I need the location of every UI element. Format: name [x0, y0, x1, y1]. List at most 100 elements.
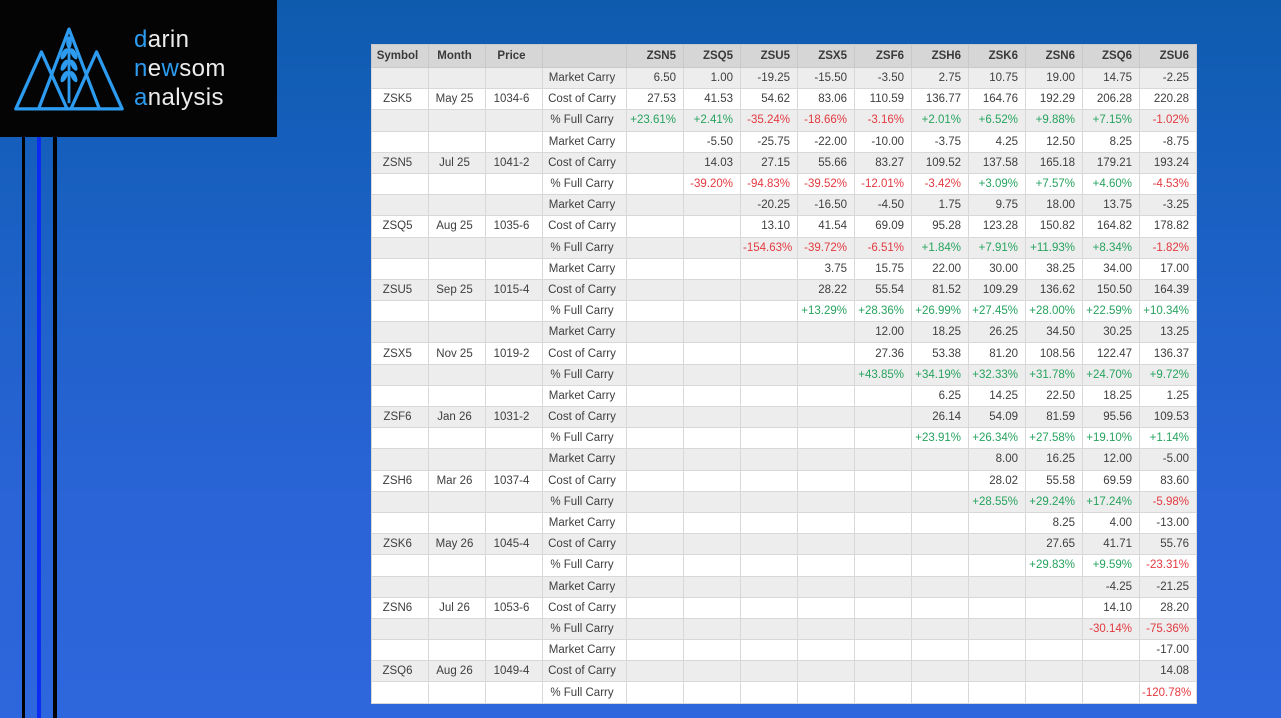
mountains-wheat-logo-icon: [14, 26, 124, 111]
symbol-cell: [371, 66, 429, 90]
value-cell: +28.55%: [968, 490, 1026, 513]
price-cell: [485, 66, 543, 90]
value-cell: 123.28: [968, 215, 1026, 238]
symbol-cell: [371, 490, 429, 513]
value-cell: [683, 278, 741, 302]
table-row: Market Carry 8.00 16.25 12.00 -5.00: [371, 448, 1197, 471]
row-label: Cost of Carry: [542, 215, 627, 238]
value-cell: 136.77: [911, 88, 969, 111]
value-cell: +6.52%: [968, 109, 1026, 132]
value-cell: [626, 194, 684, 217]
value-cell: -3.42%: [911, 172, 969, 196]
value-cell: -39.52%: [797, 172, 855, 196]
value-cell: 17.00: [1139, 257, 1197, 280]
table-row: ZSK6 May 26 1045-4 Cost of Carry 27.65 41.71 5…: [371, 533, 1197, 556]
price-cell: 1045-4: [485, 533, 543, 556]
price-cell: 1015-4: [485, 278, 543, 302]
value-cell: [1082, 660, 1140, 683]
contract-column-header: ZSU5: [740, 44, 798, 68]
value-cell: [626, 639, 684, 662]
row-label: % Full Carry: [542, 300, 627, 323]
value-cell: -1.02%: [1139, 109, 1197, 132]
value-cell: [797, 427, 855, 450]
brand-wordmark: darin newsom analysis: [134, 25, 226, 112]
value-cell: 28.22: [797, 278, 855, 302]
month-cell: [428, 257, 486, 280]
value-cell: 53.38: [911, 342, 969, 365]
month-cell: [428, 300, 486, 323]
value-cell: 122.47: [1082, 342, 1140, 365]
value-cell: -8.75: [1139, 130, 1197, 153]
value-cell: [854, 533, 912, 556]
futures-carry-table: Symbol Month Price ZSN5 ZSQ5 ZSU5 ZSX5 ZSF6 ZSH6…: [371, 44, 1197, 704]
price-cell: [485, 194, 543, 217]
value-cell: -75.36%: [1139, 617, 1197, 641]
month-cell: [428, 427, 486, 450]
value-cell: 164.76: [968, 88, 1026, 111]
value-cell: +29.24%: [1025, 490, 1083, 513]
value-cell: 69.09: [854, 215, 912, 238]
value-cell: [797, 469, 855, 492]
price-cell: [485, 130, 543, 153]
table-row: Market Carry 12.00 18.25 26.25 34.50 30.25 13.…: [371, 321, 1197, 344]
value-cell: 18.25: [1082, 384, 1140, 408]
value-cell: +2.01%: [911, 109, 969, 132]
value-cell: [626, 554, 684, 577]
symbol-cell: [371, 257, 429, 280]
symbol-cell: ZSN5: [371, 151, 429, 174]
value-cell: +29.83%: [1025, 554, 1083, 577]
value-cell: 150.82: [1025, 215, 1083, 238]
value-cell: -16.50: [797, 194, 855, 217]
table-row: % Full Carry -30.14% -75.36%: [371, 617, 1197, 641]
value-cell: -10.00: [854, 130, 912, 153]
price-cell: [485, 300, 543, 323]
value-cell: -2.25: [1139, 66, 1197, 90]
value-cell: 137.58: [968, 151, 1026, 174]
value-cell: [626, 130, 684, 153]
symbol-cell: ZSF6: [371, 405, 429, 429]
value-cell: 18.25: [911, 321, 969, 344]
price-cell: [485, 109, 543, 132]
value-cell: 13.10: [740, 215, 798, 238]
value-cell: [797, 575, 855, 598]
value-cell: 1.25: [1139, 384, 1197, 408]
value-cell: 41.54: [797, 215, 855, 238]
value-cell: [911, 660, 969, 683]
value-cell: 108.56: [1025, 342, 1083, 365]
month-cell: [428, 66, 486, 90]
value-cell: [797, 321, 855, 344]
value-cell: [626, 575, 684, 598]
value-cell: -1.82%: [1139, 236, 1197, 259]
value-cell: -12.01%: [854, 172, 912, 196]
month-cell: Sep 25: [428, 278, 486, 302]
table-row: Market Carry 3.75 15.75 22.00 30.00 38.25 34.0…: [371, 257, 1197, 280]
value-cell: 34.00: [1082, 257, 1140, 280]
vertical-stripe-black-right: [53, 137, 57, 718]
table-row: Market Carry -4.25 -21.25: [371, 575, 1197, 598]
value-cell: [854, 575, 912, 598]
value-cell: +19.10%: [1082, 427, 1140, 450]
value-cell: [683, 511, 741, 535]
value-cell: +9.88%: [1025, 109, 1083, 132]
month-cell: [428, 448, 486, 471]
value-cell: [626, 363, 684, 386]
value-cell: [626, 511, 684, 535]
value-cell: [683, 490, 741, 513]
value-cell: 41.53: [683, 88, 741, 111]
value-cell: [740, 596, 798, 619]
symbol-cell: [371, 236, 429, 259]
value-cell: 26.14: [911, 405, 969, 429]
value-cell: 13.25: [1139, 321, 1197, 344]
value-cell: [854, 554, 912, 577]
value-cell: [683, 575, 741, 598]
value-cell: -20.25: [740, 194, 798, 217]
value-cell: [683, 427, 741, 450]
month-cell: [428, 172, 486, 196]
value-cell: [683, 405, 741, 429]
value-cell: [740, 617, 798, 641]
month-cell: Jul 26: [428, 596, 486, 619]
value-cell: +7.57%: [1025, 172, 1083, 196]
value-cell: -3.50: [854, 66, 912, 90]
value-cell: [1025, 575, 1083, 598]
